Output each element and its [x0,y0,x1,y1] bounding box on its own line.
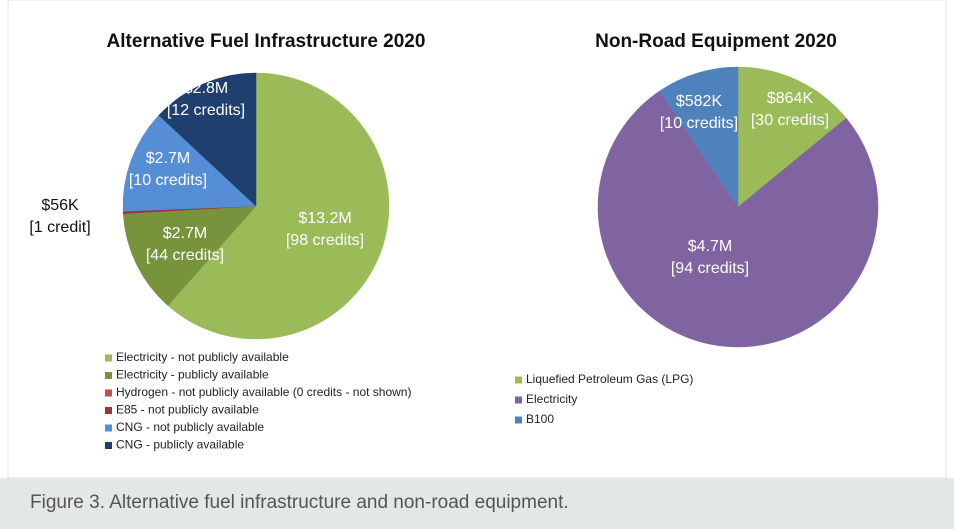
credit-label: [30 credits] [751,112,829,129]
legend-swatch [105,424,112,432]
legend-swatch [105,389,112,397]
pie-slice [597,90,879,348]
value-label: $56K [41,197,79,214]
legend-label: Liquefied Petroleum Gas (LPG) [526,372,693,386]
chart-title: Non-Road Equipment 2020 [595,31,837,52]
legend-label: Electricity [526,392,577,406]
pie-slice [122,114,257,212]
value-label: $864K [767,90,814,107]
credit-label: [1 credit] [29,219,90,236]
value-label: $2.8M [184,80,228,97]
value-label: $582K [676,93,723,110]
legend-label: Electricity - not publicly available [116,350,289,364]
value-label: $13.2M [298,210,351,227]
legend-swatch [105,407,112,414]
pie-slice [659,66,739,208]
pie-slice [167,72,390,340]
credit-label: [12 credits] [167,102,245,119]
pie-slice [122,205,257,306]
legend-swatch [515,376,522,384]
credit-label: [98 credits] [286,232,364,249]
legend-label: Electricity - publicly available [116,368,269,382]
pie-slice [158,72,257,207]
credit-label: [94 credits] [671,260,749,277]
credit-label: [10 credits] [129,172,207,189]
legend-label: Hydrogen - not publicly available (0 cre… [116,385,411,399]
value-label: $2.7M [146,150,190,167]
legend-swatch [515,416,522,424]
chart-title: Alternative Fuel Infrastructure 2020 [107,31,426,52]
credit-label: [44 credits] [146,247,224,264]
legend-label: B100 [526,412,554,426]
legend-swatch [105,442,112,449]
pie-slice [737,66,847,208]
credit-label: [10 credits] [660,115,738,132]
legend-swatch [105,372,112,379]
legend-swatch [515,396,522,404]
charts: Alternative Fuel Infrastructure 2020 $13.… [7,0,947,478]
legend-label: E85 - not publicly available [116,403,259,417]
value-label: $4.7M [688,238,732,255]
caption: Figure 3. Alternative fuel infrastructur… [0,478,954,529]
legend-label: CNG - not publicly available [116,420,264,434]
legend-swatch [105,354,112,362]
value-label: $2.7M [163,225,207,242]
legend-label: CNG - publicly available [116,438,244,452]
